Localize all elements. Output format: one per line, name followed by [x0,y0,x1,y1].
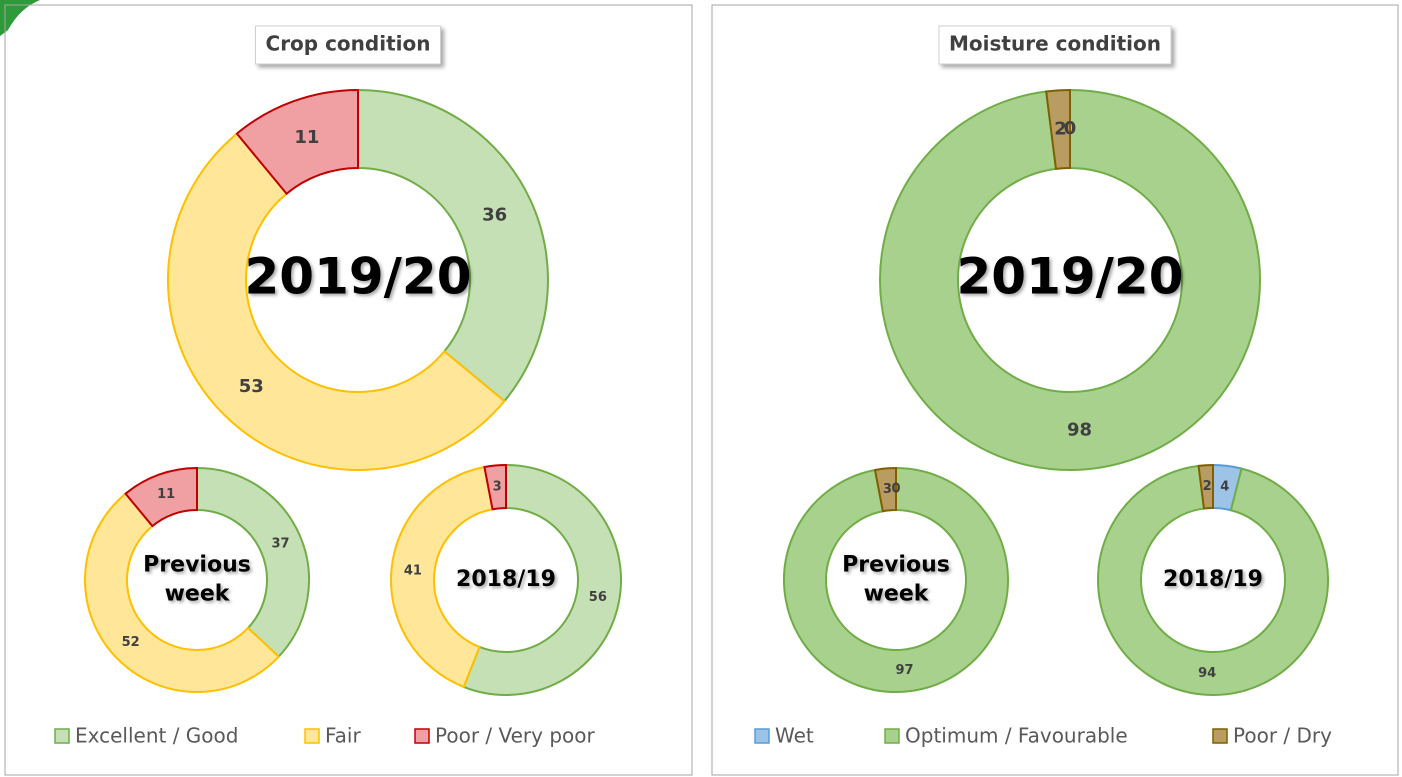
donut-segment [462,463,622,696]
donut-segment [1045,88,1071,171]
title-box [938,25,1172,65]
donut-segment [873,466,897,513]
data-label: 11 [294,127,319,148]
data-label: 98 [1067,420,1092,441]
center-label: 2018/19 [1163,567,1263,592]
legend-swatch [754,728,770,744]
donut-segment [390,465,494,689]
panel-border [711,4,1399,776]
data-label: 0 [1064,118,1077,139]
legend-label: Wet [775,724,814,748]
legend-swatch [414,728,430,744]
data-label: 52 [122,635,140,650]
legend-label: Poor / Very poor [435,724,596,748]
panel-title: Crop condition [266,32,431,56]
data-label: 37 [271,536,289,551]
legend-label: Poor / Dry [1233,724,1332,748]
donut-segment [124,466,198,528]
data-label: 41 [404,564,422,579]
center-label: 2019/20 [244,248,471,306]
title-box [255,25,441,65]
center-label: 2019/20 [956,248,1183,306]
legend-swatch [304,728,320,744]
donut-segment [235,88,359,196]
data-label: 56 [589,590,607,605]
panel-border [4,4,693,776]
legend-swatch [54,728,70,744]
data-label: 2 [1054,118,1067,139]
donut-segment [167,132,506,471]
legend-label: Optimum / Favourable [905,724,1128,748]
legend-swatch [884,728,900,744]
donut-segment [1197,463,1214,510]
donut-segment [879,88,1262,471]
data-label: 94 [1198,666,1216,681]
data-label: 2 [1203,479,1212,494]
data-label: 53 [239,376,264,397]
data-label: 0 [891,482,900,497]
legend-swatch [1212,728,1228,744]
legend-label: Fair [325,724,361,748]
donut-segment [783,466,1009,693]
donut-segment [84,492,281,693]
donut-segment [1097,464,1329,696]
data-label: 3 [883,482,892,497]
logo-corner [0,0,40,36]
panel-title: Moisture condition [949,32,1161,56]
data-label: 36 [482,205,507,226]
data-label: 97 [896,663,914,678]
donut-segment [357,88,549,403]
data-label: 11 [157,487,175,502]
legend-label: Excellent / Good [75,724,238,748]
data-label: 3 [493,479,502,494]
data-label: 4 [1220,480,1229,495]
center-label: Previous week [842,553,950,607]
center-label: Previous week [143,553,251,607]
donut-segment [483,463,507,511]
center-label: 2018/19 [456,567,556,592]
donut-segment [196,466,310,659]
